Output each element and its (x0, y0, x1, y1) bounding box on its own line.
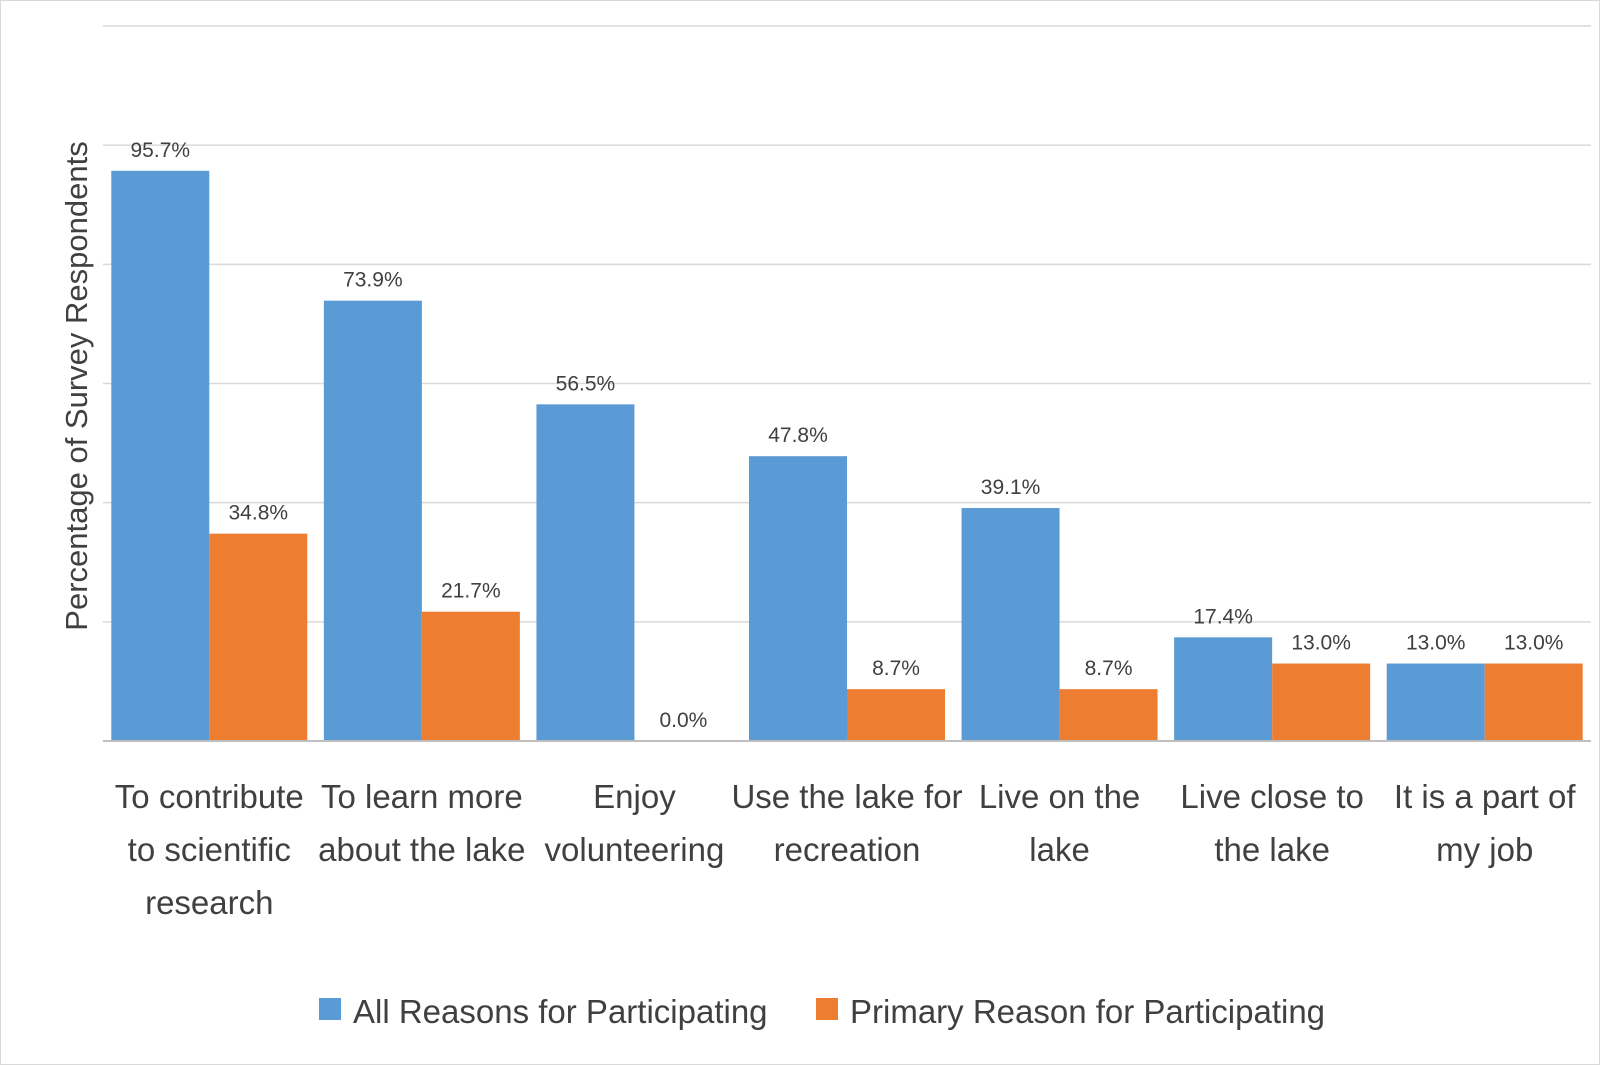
category-label: Enjoy volunteering (545, 778, 725, 868)
bar-all-reasons (1174, 637, 1273, 741)
legend-label: Primary Reason for Participating (850, 993, 1325, 1030)
bar-primary-reason (1484, 663, 1583, 741)
data-label: 34.8% (229, 502, 289, 525)
bar-all-reasons (1386, 663, 1485, 741)
data-label: 21.7% (441, 580, 501, 603)
category-label: Use the lake for recreation (731, 778, 962, 868)
data-label: 73.9% (343, 269, 403, 292)
category-label: Live close to the lake (1180, 778, 1363, 868)
category-label: To learn more about the lake (318, 778, 525, 868)
y-axis-title: Percentage of Survey Respondents (59, 141, 94, 630)
data-label: 0.0% (659, 709, 707, 732)
bar-primary-reason (1272, 663, 1371, 741)
data-label: 13.0% (1504, 632, 1564, 655)
legend-swatch-primary-reason (816, 998, 838, 1020)
data-label: 13.0% (1291, 632, 1351, 655)
legend-swatch-all-reasons (319, 998, 341, 1020)
data-label: 47.8% (768, 424, 828, 447)
bar-all-reasons (749, 456, 847, 741)
category-label: To contribute to scientific research (115, 778, 304, 921)
category-label: Live on the lake (979, 778, 1140, 868)
bar-all-reasons (323, 300, 422, 741)
bar-primary-reason (1059, 689, 1158, 741)
bar-all-reasons (961, 508, 1060, 741)
bar-all-reasons (111, 170, 210, 742)
data-label: 17.4% (1193, 605, 1253, 628)
legend-label: All Reasons for Participating (353, 993, 768, 1030)
bars (111, 170, 1583, 742)
bar-primary-reason (209, 533, 308, 741)
data-label: 56.5% (556, 372, 616, 395)
data-label: 8.7% (872, 657, 920, 680)
bar-primary-reason (421, 611, 520, 741)
bar-primary-reason (847, 689, 945, 741)
data-label: 8.7% (1085, 657, 1133, 680)
data-labels: 95.7% 34.8% 73.9% 21.7% 56.5% 0.0% 47.8% 8.7% 39… (131, 139, 1564, 732)
bar-all-reasons (536, 404, 635, 741)
legend: All Reasons for Participating Primary Rea… (319, 993, 1325, 1030)
data-label: 13.0% (1406, 632, 1466, 655)
data-label: 39.1% (981, 476, 1041, 499)
data-label: 95.7% (131, 139, 191, 162)
category-label: It is a part of my job (1394, 778, 1576, 868)
